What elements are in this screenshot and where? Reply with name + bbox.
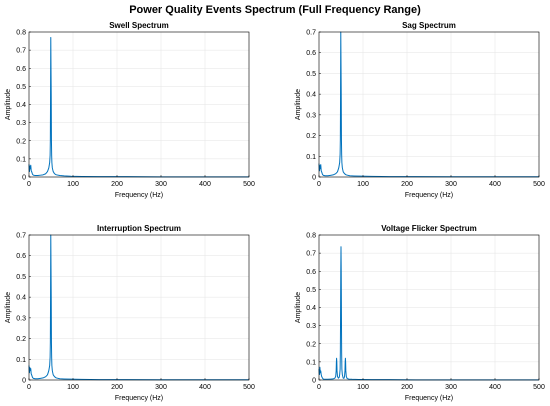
y-tick-label: 0.3 xyxy=(16,120,26,127)
x-axis-label: Frequency (Hz) xyxy=(405,395,453,402)
y-tick-label: 0.3 xyxy=(306,323,316,330)
y-tick-label: 0.4 xyxy=(16,295,26,302)
y-tick-label: 0.7 xyxy=(306,251,316,258)
y-tick-label: 0.3 xyxy=(306,112,316,119)
x-tick-label: 500 xyxy=(243,181,255,188)
y-tick-label: 0.5 xyxy=(306,71,316,78)
series-line-1 xyxy=(318,246,539,381)
y-tick-label: 0.7 xyxy=(16,48,26,55)
y-tick-label: 0.1 xyxy=(306,359,316,366)
y-tick-label: 0.6 xyxy=(16,253,26,260)
y-tick-label: 0 xyxy=(312,378,316,385)
axes-box xyxy=(28,234,250,381)
x-tick-label: 300 xyxy=(445,181,457,188)
x-tick-label: 200 xyxy=(401,384,413,391)
subplot-1: 0 100 200 300 400 500 0 0.1 0.2 0.3 0.4 0.5 0.6 0.7 0.… xyxy=(5,21,255,199)
y-tick-label: 0.2 xyxy=(306,341,316,348)
y-tick-label: 0.2 xyxy=(16,138,26,145)
y-tick-label: 0.5 xyxy=(306,287,316,294)
subplot-3: 0 100 200 300 400 500 0 0.1 0.2 0.3 0.4 0.5 0.6 0.7 In… xyxy=(5,224,255,402)
x-tick-label: 500 xyxy=(533,384,545,391)
y-tick-label: 0 xyxy=(312,175,316,182)
x-tick-label: 200 xyxy=(401,181,413,188)
x-tick-label: 300 xyxy=(155,384,167,391)
y-tick-label: 0.7 xyxy=(16,233,26,240)
x-tick-label: 100 xyxy=(67,181,79,188)
y-tick-label: 0.4 xyxy=(16,102,26,109)
y-tick-label: 0.5 xyxy=(16,84,26,91)
subplot-title: Sag Spectrum xyxy=(402,21,456,30)
x-tick-label: 500 xyxy=(243,384,255,391)
y-tick-label: 0.5 xyxy=(16,274,26,281)
y-axis-label: Amplitude xyxy=(295,292,302,323)
y-tick-label: 0.6 xyxy=(16,66,26,73)
y-tick-label: 0.2 xyxy=(306,133,316,140)
x-tick-label: 400 xyxy=(199,384,211,391)
x-axis-label: Frequency (Hz) xyxy=(405,192,453,199)
x-tick-label: 0 xyxy=(27,181,31,188)
x-tick-label: 200 xyxy=(111,384,123,391)
y-axis-label: Amplitude xyxy=(295,89,302,120)
y-axis-label: Amplitude xyxy=(5,89,12,120)
subplot-4: 0 100 200 300 400 500 0 0.1 0.2 0.3 0.4 0.5 0.6 0.7 0.… xyxy=(295,224,545,402)
y-tick-label: 0.1 xyxy=(16,357,26,364)
y-tick-label: 0.4 xyxy=(306,305,316,312)
series-line-1 xyxy=(28,36,249,178)
x-axis-label: Frequency (Hz) xyxy=(115,192,163,199)
x-tick-label: 0 xyxy=(317,181,321,188)
y-tick-label: 0.8 xyxy=(306,233,316,240)
series-line-1 xyxy=(28,234,249,381)
x-tick-label: 400 xyxy=(489,384,501,391)
y-tick-label: 0.4 xyxy=(306,92,316,99)
subplot-title: Swell Spectrum xyxy=(109,21,169,30)
x-tick-label: 0 xyxy=(317,384,321,391)
y-tick-label: 0.2 xyxy=(16,336,26,343)
x-tick-label: 0 xyxy=(27,384,31,391)
x-axis-label: Frequency (Hz) xyxy=(115,395,163,402)
y-tick-label: 0.3 xyxy=(16,315,26,322)
series-line-1 xyxy=(318,31,539,178)
y-tick-label: 0.8 xyxy=(16,30,26,37)
x-tick-label: 400 xyxy=(199,181,211,188)
x-tick-label: 100 xyxy=(357,181,369,188)
x-tick-label: 300 xyxy=(445,384,457,391)
subplot-2: 0 100 200 300 400 500 0 0.1 0.2 0.3 0.4 0.5 0.6 0.7 Sa… xyxy=(295,21,545,199)
y-tick-label: 0 xyxy=(22,378,26,385)
x-tick-label: 100 xyxy=(67,384,79,391)
y-tick-label: 0.7 xyxy=(306,30,316,37)
subplot-title: Voltage Flicker Spectrum xyxy=(381,224,476,233)
x-tick-label: 300 xyxy=(155,181,167,188)
y-tick-label: 0.1 xyxy=(16,156,26,163)
plot-area xyxy=(29,235,249,380)
plot-area xyxy=(319,32,539,177)
x-tick-label: 400 xyxy=(489,181,501,188)
axes-box xyxy=(318,31,540,178)
figure-title: Power Quality Events Spectrum (Full Freq… xyxy=(129,4,421,16)
y-tick-label: 0.6 xyxy=(306,269,316,276)
x-tick-label: 200 xyxy=(111,181,123,188)
y-tick-label: 0.1 xyxy=(306,154,316,161)
x-tick-label: 500 xyxy=(533,181,545,188)
y-tick-label: 0.6 xyxy=(306,50,316,57)
subplot-title: Interruption Spectrum xyxy=(97,224,181,233)
y-tick-label: 0 xyxy=(22,175,26,182)
x-tick-label: 100 xyxy=(357,384,369,391)
y-axis-label: Amplitude xyxy=(5,292,12,323)
